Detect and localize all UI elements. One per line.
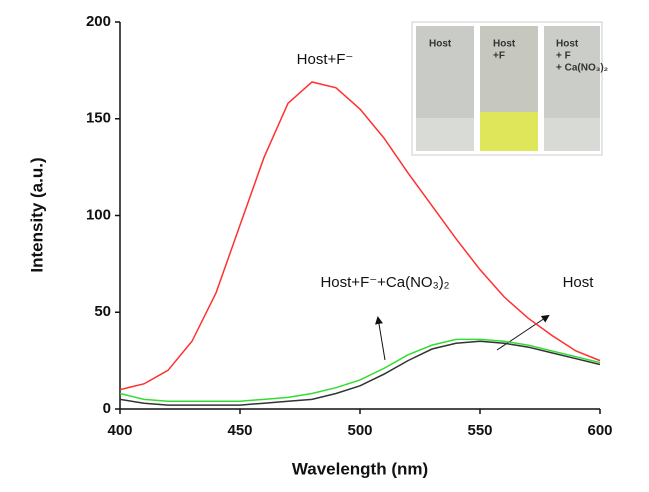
inset-label: Host bbox=[493, 39, 516, 50]
x-tick-label: 550 bbox=[467, 422, 492, 439]
x-tick-label: 400 bbox=[107, 422, 132, 439]
data-line bbox=[119, 338, 601, 403]
inset-label: Host bbox=[556, 39, 579, 50]
annotation-arrow bbox=[496, 314, 550, 351]
series-label: Host+F⁻ bbox=[297, 51, 354, 68]
x-tick-label: 450 bbox=[227, 422, 252, 439]
y-tick-label: 50 bbox=[94, 303, 111, 320]
x-tick-label: 600 bbox=[587, 422, 612, 439]
y-tick-label: 0 bbox=[103, 400, 111, 417]
inset-label: + F bbox=[556, 51, 571, 62]
inset-label: + Ca(NO₃)₂ bbox=[556, 63, 608, 74]
inset-label: Host bbox=[429, 39, 452, 50]
annotation-arrow bbox=[375, 316, 386, 361]
y-tick-label: 200 bbox=[86, 13, 111, 30]
y-tick-label: 150 bbox=[86, 110, 111, 127]
series-label: Host+F⁻+Ca(NO₃)₂ bbox=[320, 274, 449, 291]
y-tick-label: 100 bbox=[86, 206, 111, 223]
x-axis-label: Wavelength (nm) bbox=[292, 459, 428, 478]
inset-photo bbox=[411, 21, 603, 156]
inset-label: +F bbox=[493, 51, 505, 62]
data-line bbox=[119, 81, 601, 391]
x-tick-label: 500 bbox=[347, 422, 372, 439]
series-label: Host bbox=[563, 274, 595, 291]
y-axis-label: Intensity (a.u.) bbox=[27, 157, 46, 272]
data-line bbox=[119, 340, 601, 406]
